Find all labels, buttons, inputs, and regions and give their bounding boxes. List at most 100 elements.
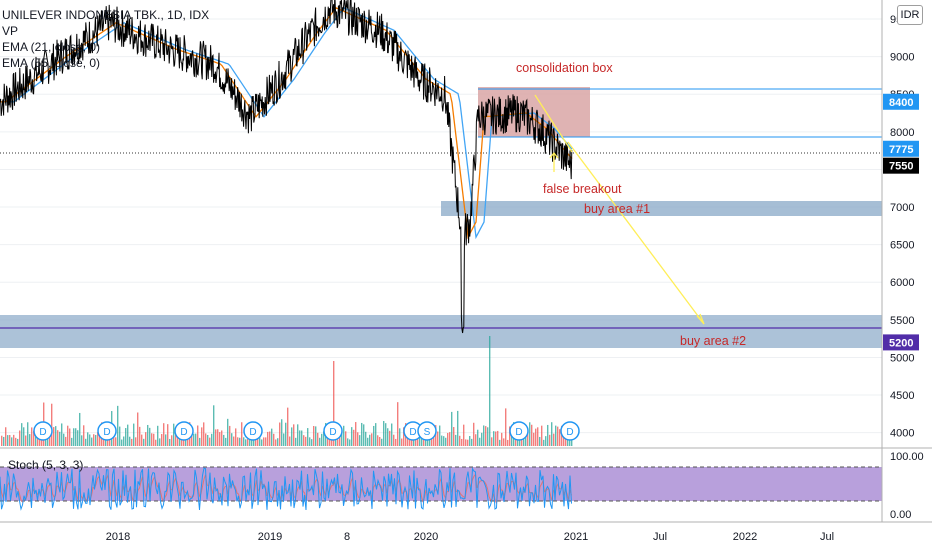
event-marker-circle[interactable] <box>33 421 53 441</box>
volume-bar <box>539 436 541 446</box>
event-marker-label: D <box>39 427 46 438</box>
volume-bar <box>321 433 323 446</box>
volume-bar <box>29 434 31 446</box>
volume-bar <box>235 428 237 446</box>
volume-bar <box>465 439 467 446</box>
volume-bar <box>79 412 81 446</box>
currency-button[interactable]: IDR <box>897 5 923 25</box>
volume-bar <box>253 438 255 446</box>
volume-bar <box>131 438 133 446</box>
volume-bar <box>195 433 197 446</box>
price-badges: 8400 7775 7550 5200 <box>883 93 919 351</box>
volume-bar <box>263 437 265 446</box>
volume-bar <box>309 437 311 446</box>
price-tick-label: 5500 <box>890 315 914 327</box>
volume-bar <box>467 439 469 446</box>
time-tick-label: 2022 <box>733 531 757 543</box>
volume-bar <box>347 438 349 446</box>
volume-bar <box>205 433 207 446</box>
volume-bar <box>241 422 243 446</box>
event-marker-circle[interactable] <box>174 421 194 441</box>
volume-bar <box>245 439 247 446</box>
arrow-to-buy-area-1 <box>534 94 573 153</box>
price-tick-label: 6500 <box>890 240 914 252</box>
volume-bar <box>395 438 397 446</box>
volume-bar <box>133 423 135 446</box>
volume-bar <box>559 429 561 446</box>
volume-bar <box>533 432 535 446</box>
volume-bar <box>403 427 405 446</box>
volume-bar <box>181 435 183 446</box>
volume-bar <box>391 423 393 446</box>
event-marker-circle[interactable] <box>509 421 529 441</box>
volume-bar <box>265 437 267 446</box>
event-marker-label: D <box>249 427 256 438</box>
volume-bar <box>243 437 245 446</box>
price-badge <box>883 157 919 174</box>
volume-bar <box>149 427 151 446</box>
volume-bar <box>27 422 29 446</box>
volume-bar <box>193 433 195 446</box>
volume-bar <box>161 434 163 446</box>
volume-bar <box>55 426 57 446</box>
volume-bar <box>287 407 289 446</box>
event-marker-circle[interactable] <box>243 421 263 441</box>
arrow-to-buy-area-2 <box>567 141 705 325</box>
volume-bar <box>363 424 365 446</box>
volume-bar <box>305 436 307 446</box>
volume-bar <box>283 433 285 446</box>
volume-bar <box>353 429 355 446</box>
volume-bar <box>35 436 37 446</box>
time-tick-label: 8 <box>344 531 350 543</box>
volume-bar <box>479 437 481 446</box>
volume-bar <box>327 437 329 446</box>
volume-bar <box>73 428 75 446</box>
volume-bar <box>159 438 161 446</box>
volume-bar <box>113 436 115 446</box>
volume-bar <box>393 434 395 446</box>
volume-bar <box>355 422 357 446</box>
volume-bar <box>123 436 125 446</box>
event-marker-label: D <box>566 427 573 438</box>
event-marker-circle[interactable] <box>560 421 580 441</box>
volume-bar <box>557 426 559 446</box>
event-marker-circle[interactable] <box>97 421 117 441</box>
volume-bar <box>483 425 485 446</box>
price-grid <box>0 18 882 434</box>
volume-bar <box>551 422 553 446</box>
volume-bar <box>337 439 339 446</box>
volume-bar <box>545 436 547 446</box>
event-marker-circle[interactable] <box>417 421 437 441</box>
volume-bar <box>455 434 457 446</box>
volume-bar <box>503 438 505 446</box>
volume-bar <box>303 435 305 446</box>
volume-bar <box>501 432 503 446</box>
stoch-k-line <box>0 467 572 511</box>
volume-bar <box>445 437 447 446</box>
volume-bar <box>485 426 487 446</box>
event-marker-circle[interactable] <box>323 421 343 441</box>
volume-bar <box>211 433 213 446</box>
volume-bar <box>553 433 555 446</box>
volume-bar <box>371 433 373 446</box>
volume-bar <box>75 428 77 446</box>
volume-bar <box>201 427 203 446</box>
price-tick-label: 7000 <box>890 202 914 214</box>
price-badge <box>883 93 919 110</box>
volume-bar <box>261 439 263 446</box>
event-marker-label: D <box>515 427 522 438</box>
volume-bar <box>569 436 571 446</box>
volume-bar <box>271 428 273 446</box>
volume-bar <box>457 410 459 446</box>
volume-bar <box>285 422 287 446</box>
volume-bar <box>191 433 193 446</box>
volume-bar <box>373 425 375 446</box>
volume-bar <box>319 437 321 446</box>
false-breakout-label: false breakout <box>543 182 622 196</box>
volume-bar <box>343 425 345 446</box>
volume-bar <box>177 436 179 446</box>
volume-bar <box>487 427 489 446</box>
volume-bar <box>313 426 315 446</box>
volume-bar <box>77 430 79 446</box>
